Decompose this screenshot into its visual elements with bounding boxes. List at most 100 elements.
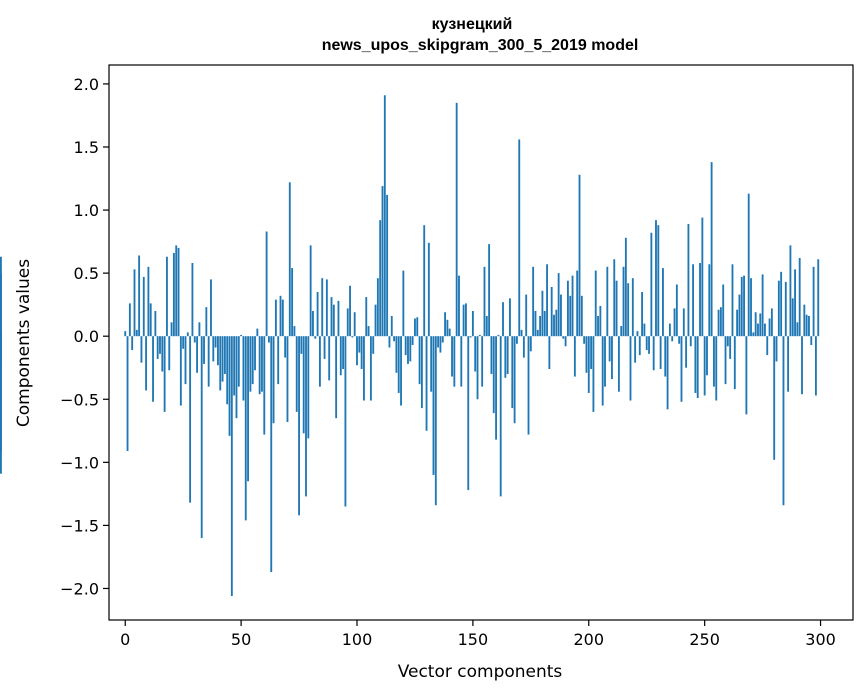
bar	[701, 217, 704, 337]
bar	[314, 336, 317, 339]
bar	[678, 336, 681, 344]
bar	[687, 223, 690, 337]
bar	[650, 232, 653, 337]
bar	[606, 266, 609, 337]
bar	[791, 298, 794, 337]
bar	[263, 336, 266, 435]
x-tick-label: 100	[342, 630, 373, 649]
bar	[648, 336, 650, 354]
bar	[265, 231, 268, 337]
bar	[168, 336, 171, 371]
bar	[573, 336, 576, 377]
chart-title: кузнецкий	[432, 16, 513, 33]
bar	[434, 336, 437, 506]
bar	[738, 294, 741, 337]
bar	[142, 276, 145, 337]
bar	[585, 336, 588, 373]
bar	[409, 336, 412, 362]
bar	[555, 309, 558, 337]
bar	[638, 336, 641, 356]
bar	[645, 336, 648, 351]
bar	[233, 336, 236, 396]
bar-series	[0, 95, 820, 597]
bar	[328, 336, 331, 381]
bar	[346, 308, 349, 337]
bar	[784, 281, 787, 337]
bar	[726, 336, 729, 347]
bar	[497, 334, 500, 337]
bar	[495, 336, 497, 440]
bar	[710, 162, 713, 337]
bar	[402, 270, 405, 337]
bar	[418, 336, 421, 385]
bar	[810, 336, 813, 346]
bar	[414, 318, 416, 337]
bar	[281, 299, 284, 337]
bar	[349, 285, 351, 337]
bar	[488, 244, 491, 337]
bar	[393, 336, 396, 342]
bar	[481, 336, 484, 387]
bar	[242, 336, 245, 401]
bar	[657, 225, 660, 337]
bar	[476, 336, 479, 400]
bar	[641, 292, 644, 337]
bar	[404, 336, 407, 356]
bar	[604, 336, 606, 387]
bar	[279, 295, 282, 337]
bar	[244, 336, 247, 521]
bar	[757, 323, 759, 337]
bar	[516, 336, 518, 344]
bar	[237, 336, 240, 387]
bar	[814, 336, 817, 396]
bar	[629, 336, 632, 401]
bar	[128, 303, 131, 337]
bar	[631, 278, 634, 337]
bar	[680, 336, 683, 402]
bar	[717, 309, 720, 337]
bar	[745, 336, 748, 415]
bar	[499, 336, 502, 497]
bar	[159, 336, 161, 354]
bar	[682, 308, 685, 337]
bar	[592, 336, 595, 412]
bar	[740, 276, 743, 337]
bar	[363, 336, 365, 401]
bar	[622, 266, 625, 337]
bar	[179, 336, 182, 406]
bar	[462, 304, 465, 337]
bar	[432, 336, 435, 475]
bar	[207, 336, 210, 387]
bar	[518, 139, 521, 337]
bar	[620, 326, 623, 337]
bar	[131, 336, 134, 351]
bar	[182, 336, 185, 349]
bar	[427, 242, 430, 337]
bar	[502, 302, 504, 337]
bar	[295, 336, 298, 412]
bar	[747, 193, 750, 337]
bar	[337, 300, 340, 337]
bar	[189, 336, 192, 503]
bar	[221, 336, 224, 382]
bar	[407, 336, 409, 364]
bar	[543, 310, 546, 337]
bar	[750, 278, 752, 337]
bar	[675, 284, 678, 337]
bar	[798, 257, 801, 337]
bar	[613, 259, 616, 337]
bar	[513, 336, 516, 424]
bar	[668, 323, 671, 337]
bar	[794, 269, 796, 337]
bar	[358, 336, 361, 353]
bar	[699, 263, 701, 337]
bar	[228, 336, 231, 436]
bar	[624, 237, 627, 337]
bar	[138, 255, 141, 337]
bar	[298, 336, 300, 516]
bar	[149, 303, 152, 337]
bar	[369, 336, 372, 401]
x-tick-label: 0	[120, 630, 130, 649]
bar	[525, 294, 528, 337]
